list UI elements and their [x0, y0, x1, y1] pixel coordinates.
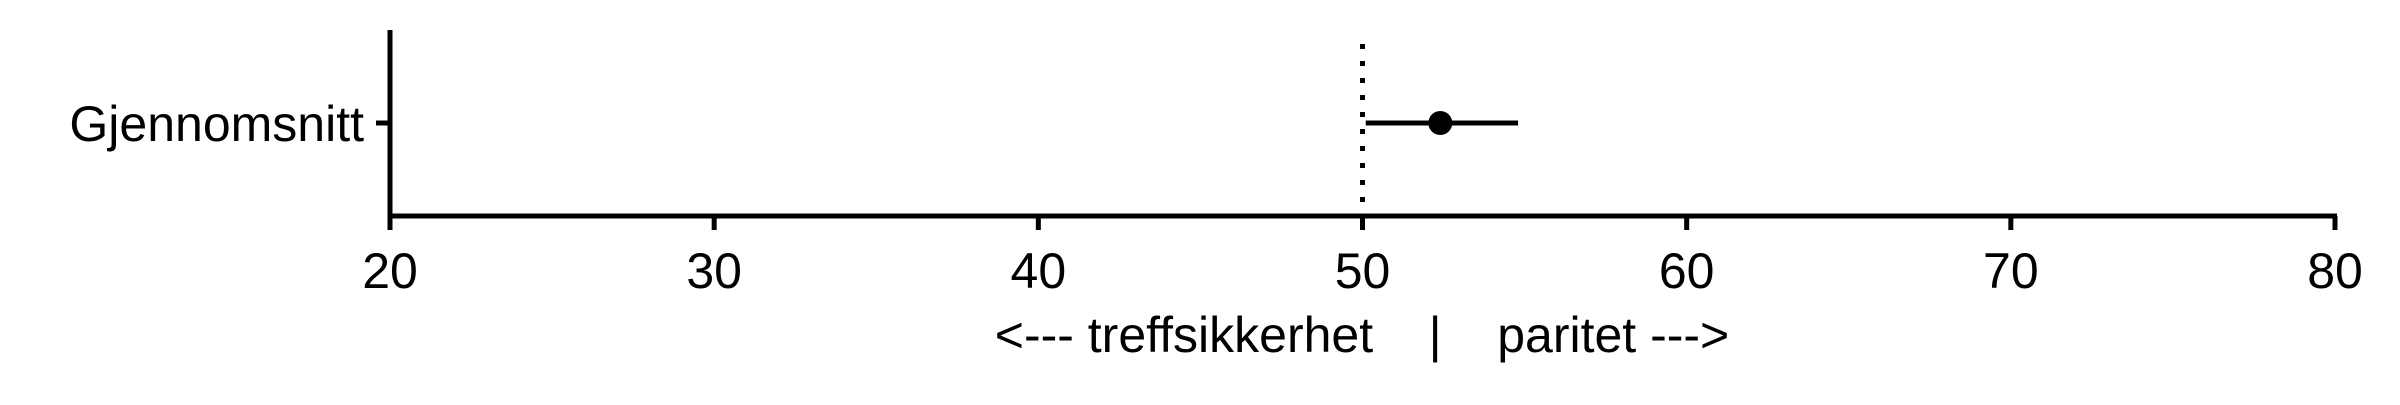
point-estimate-0 [1428, 111, 1453, 135]
x-tick-label-50: 50 [1335, 243, 1391, 299]
x-tick-label-60: 60 [1659, 243, 1715, 299]
x-tick-label-20: 20 [362, 243, 418, 299]
x-tick-label-70: 70 [1983, 243, 2039, 299]
x-tick-label-40: 40 [1011, 243, 1067, 299]
y-tick-label-0: Gjennomsnitt [69, 96, 364, 152]
x-axis-label: <--- treffsikkerhet | paritet ---> [995, 307, 1729, 363]
axes-layer: 20 30 40 50 60 70 80 Gjennomsnitt [69, 30, 2363, 299]
marks-layer [1365, 111, 1519, 135]
x-tick-label-30: 30 [686, 243, 742, 299]
x-tick-label-80: 80 [2307, 243, 2363, 299]
